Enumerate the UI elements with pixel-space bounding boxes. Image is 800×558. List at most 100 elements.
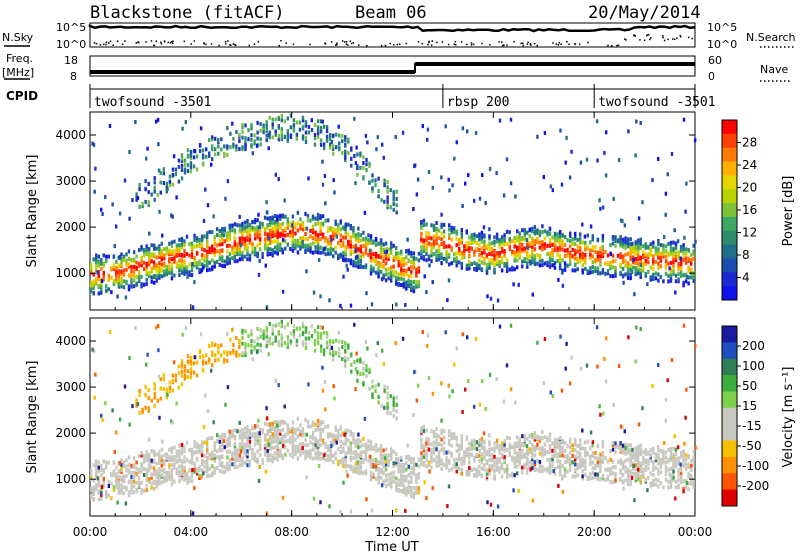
velocity-cell (241, 457, 243, 461)
velocity-cell (249, 460, 251, 464)
power-cell (110, 290, 112, 294)
power-cell (342, 251, 344, 255)
velocity-cell (682, 449, 684, 453)
power-cell (101, 212, 103, 216)
power-cell (631, 270, 633, 274)
power-cell (244, 237, 246, 241)
power-cell (140, 245, 142, 249)
velocity-cell (304, 455, 306, 459)
power-cell (120, 270, 122, 274)
velocity-cell (420, 462, 422, 466)
power-cell (314, 250, 316, 254)
velocity-cell (168, 463, 170, 467)
velocity-cell (181, 443, 183, 447)
noise-search-point (527, 43, 529, 45)
power-cell (163, 181, 165, 185)
velocity-cell (214, 454, 216, 458)
power-cell (347, 240, 349, 244)
noise-search-point (293, 44, 295, 46)
velocity-cell (466, 451, 468, 455)
power-cell (238, 133, 240, 137)
velocity-cell (224, 466, 226, 470)
power-cell (435, 241, 437, 245)
power-cell (438, 229, 440, 233)
power-cell (138, 262, 140, 266)
velocity-cell (375, 458, 377, 462)
power-cell (516, 259, 518, 263)
power-cell (211, 230, 213, 234)
power-cell (511, 239, 513, 243)
power-cell (201, 253, 203, 257)
velocity-cell (667, 480, 669, 484)
power-cell (483, 257, 485, 261)
velocity-cell (181, 370, 183, 374)
velocity-cell (609, 480, 611, 484)
power-cell (191, 262, 193, 266)
power-cell (597, 251, 599, 255)
power-cell (667, 274, 669, 278)
velocity-cell (506, 468, 508, 472)
power-cell (259, 237, 261, 241)
power-cell (314, 245, 316, 249)
power-cell (586, 158, 588, 162)
power-cell (592, 270, 594, 274)
noise-search-point (161, 43, 163, 45)
velocity-cell (398, 488, 400, 492)
velocity-cell (151, 465, 153, 469)
power-cell (657, 247, 659, 251)
velocity-cell (350, 430, 352, 434)
power-cell (657, 262, 659, 266)
velocity-cell (612, 465, 614, 469)
velocity-cell (269, 422, 271, 426)
power-cell (481, 246, 483, 250)
power-cell (605, 173, 607, 177)
power-cell (201, 247, 203, 251)
velocity-cell (377, 467, 379, 471)
power-cell (403, 263, 405, 267)
power-cell (345, 245, 347, 249)
velocity-cell (314, 428, 316, 432)
power-cell (633, 292, 635, 296)
velocity-cell (461, 457, 463, 461)
power-cell (275, 118, 277, 122)
velocity-cell (259, 443, 261, 447)
noise-search-point (418, 41, 420, 43)
power-cell (381, 143, 383, 147)
power-cell (386, 195, 388, 199)
power-cell (168, 242, 170, 246)
power-cell (420, 220, 422, 224)
power-cell (417, 178, 419, 182)
velocity-cell (597, 464, 599, 468)
power-cell (342, 255, 344, 259)
power-cell (345, 258, 347, 262)
velocity-cell (687, 487, 689, 491)
power-cell (161, 258, 163, 262)
power-cell (161, 234, 163, 238)
power-cell (382, 274, 384, 278)
velocity-cell (163, 453, 165, 457)
power-cell (665, 213, 667, 217)
power-cell (144, 200, 146, 204)
velocity-cell (519, 445, 521, 449)
power-cell (176, 244, 178, 248)
velocity-cell (128, 479, 130, 483)
power-cell (284, 247, 286, 251)
power-cell (101, 279, 103, 283)
power-cell (229, 244, 231, 248)
velocity-cell (264, 443, 266, 447)
power-cell (609, 261, 611, 265)
power-cell (622, 255, 624, 259)
velocity-cell (566, 454, 568, 458)
power-cell (282, 229, 284, 233)
velocity-cell (231, 434, 233, 438)
power-cell (410, 274, 412, 278)
power-cell (468, 246, 470, 250)
velocity-cell (655, 477, 657, 481)
power-cell (393, 244, 395, 248)
velocity-cell (123, 491, 125, 495)
power-cell (284, 234, 286, 238)
power-cell (408, 259, 410, 263)
power-cell (309, 234, 311, 238)
power-cell (485, 201, 487, 205)
power-cell (272, 253, 274, 257)
